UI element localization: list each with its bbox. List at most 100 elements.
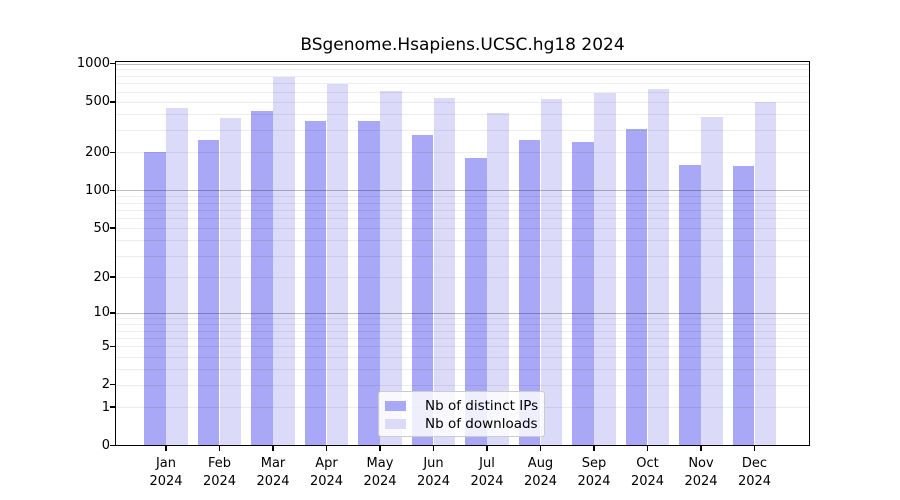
x-tick-year: 2024	[470, 474, 504, 489]
x-tick-label-may: May 2024	[350, 455, 410, 491]
y-tick-label-500: 500	[85, 94, 110, 110]
y-tick-label-5: 5	[101, 338, 110, 354]
legend-label-distinct-ips: Nb of distinct IPs	[425, 398, 539, 414]
y-tick-mark-1000	[110, 62, 115, 65]
bar-distinct-ips-aug	[518, 140, 541, 445]
x-tick-label-feb: Feb 2024	[190, 455, 250, 491]
x-tick-year: 2024	[630, 474, 665, 489]
bar-downloads-aug	[540, 99, 563, 445]
x-tick-month: Jul	[479, 456, 495, 471]
x-tick-year: 2024	[684, 474, 718, 489]
y-tick-mark-10	[110, 312, 115, 314]
bar-distinct-ips-oct	[625, 129, 648, 445]
x-tick-label-dec: Dec 2024	[725, 455, 785, 491]
bar-distinct-ips-jun	[411, 134, 434, 445]
x-tick-month: May	[366, 456, 394, 471]
gridline-minor-700	[115, 83, 810, 85]
x-tick-year: 2024	[737, 474, 772, 489]
y-tick-label-0: 0	[101, 438, 110, 453]
y-tick-label-1000: 1000	[76, 56, 110, 72]
gridline-minor-60	[115, 218, 810, 220]
x-tick-label-oct: Oct 2024	[618, 455, 678, 491]
x-tick-label-apr: Apr 2024	[297, 455, 357, 491]
x-tick-mark-may	[379, 445, 381, 451]
gridline-minor-6	[115, 337, 810, 339]
gridline-minor-4	[115, 356, 810, 358]
bar-downloads-dec	[754, 101, 777, 445]
bar-distinct-ips-may	[358, 121, 380, 445]
legend-label-downloads: Nb of downloads	[425, 416, 538, 432]
legend-item-downloads: Nb of downloads	[385, 415, 544, 433]
bar-downloads-sep	[594, 93, 616, 445]
x-tick-mark-apr	[325, 445, 328, 451]
y-tick-mark-200	[110, 151, 115, 153]
x-tick-mark-nov	[700, 445, 702, 451]
bar-downloads-jan	[166, 108, 188, 445]
x-tick-mark-feb	[218, 445, 221, 451]
legend-swatch-distinct-ips	[385, 400, 406, 412]
gridline-minor-300	[115, 129, 810, 131]
y-tick-label-1: 1	[101, 399, 110, 415]
bar-distinct-ips-jul	[465, 158, 487, 445]
gridline-minor-400	[115, 114, 810, 116]
x-tick-month: Mar	[260, 456, 286, 471]
y-tick-mark-1	[110, 406, 115, 408]
x-tick-label-mar: Mar 2024	[243, 455, 303, 491]
x-tick-label-aug: Aug 2024	[511, 455, 571, 491]
x-tick-year: 2024	[363, 474, 397, 489]
gridline-minor-3	[115, 368, 810, 370]
x-tick-mark-jun	[432, 445, 435, 451]
x-tick-year: 2024	[309, 474, 344, 489]
legend-swatch-downloads	[385, 418, 406, 430]
y-tick-label-100: 100	[85, 182, 110, 198]
gridline-minor-600	[115, 91, 810, 93]
y-tick-label-10: 10	[93, 305, 110, 321]
gridline-minor-500	[115, 101, 810, 103]
bar-distinct-ips-sep	[572, 142, 594, 445]
bar-distinct-ips-nov	[679, 164, 701, 445]
y-tick-mark-2	[110, 384, 115, 386]
gridline-minor-9	[115, 318, 810, 320]
bar-downloads-jun	[433, 97, 456, 445]
x-tick-year: 2024	[416, 474, 451, 489]
legend-item-distinct-ips: Nb of distinct IPs	[385, 397, 544, 415]
gridline-major-1000	[115, 63, 810, 65]
gridline-minor-50	[115, 228, 810, 230]
x-tick-label-sep: Sep 2024	[564, 455, 624, 491]
gridline-minor-80	[115, 202, 810, 204]
y-tick-label-20: 20	[93, 269, 110, 285]
x-tick-year: 2024	[523, 474, 558, 489]
bar-downloads-oct	[647, 89, 670, 445]
gridline-minor-20	[115, 277, 810, 279]
x-tick-mark-dec	[753, 445, 756, 451]
gridline-minor-200	[115, 152, 810, 154]
x-tick-month: Oct	[636, 456, 659, 471]
y-tick-mark-500	[110, 101, 115, 103]
x-tick-month: Dec	[741, 456, 768, 471]
x-tick-mark-sep	[593, 445, 595, 451]
x-tick-month: Jan	[155, 456, 177, 471]
x-tick-mark-oct	[646, 445, 649, 451]
x-tick-month: Nov	[688, 456, 714, 471]
gridline-minor-5	[115, 346, 810, 348]
bar-distinct-ips-jan	[144, 152, 166, 445]
gridline-minor-7	[115, 330, 810, 332]
x-tick-label-jun: Jun 2024	[404, 455, 464, 491]
x-tick-year: 2024	[577, 474, 611, 489]
gridline-minor-30	[115, 255, 810, 257]
bar-downloads-jul	[487, 112, 509, 445]
x-tick-label-jan: Jan 2024	[136, 455, 196, 491]
gridline-minor-800	[115, 75, 810, 77]
bar-downloads-may	[380, 90, 402, 445]
y-tick-mark-20	[110, 276, 115, 278]
gridline-minor-8	[115, 324, 810, 326]
y-tick-mark-50	[110, 227, 115, 229]
y-tick-mark-0	[110, 444, 115, 447]
bar-downloads-feb	[219, 117, 242, 445]
bar-distinct-ips-dec	[732, 166, 755, 445]
gridline-major-100	[115, 190, 810, 192]
gridline-major-10	[115, 312, 810, 314]
x-tick-mark-mar	[272, 445, 274, 451]
